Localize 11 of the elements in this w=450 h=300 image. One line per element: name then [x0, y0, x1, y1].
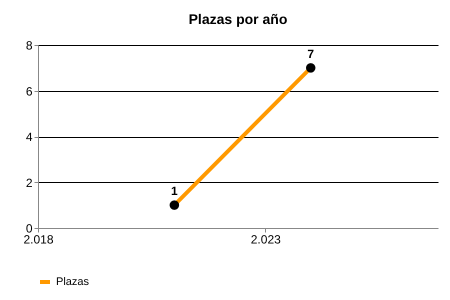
data-label: 1	[171, 184, 178, 198]
y-tick-label: 2	[26, 176, 33, 190]
legend-label: Plazas	[56, 276, 90, 288]
y-tick-label: 4	[26, 130, 33, 144]
y-tick-label: 6	[26, 84, 33, 98]
chart-title: Plazas por año	[188, 11, 288, 27]
x-tick-label: 2.018	[23, 232, 54, 246]
data-label: 7	[307, 46, 314, 61]
y-tick-label: 0	[26, 222, 33, 236]
x-tick-label: 2.023	[250, 232, 282, 246]
y-tick-label: 8	[26, 38, 33, 52]
